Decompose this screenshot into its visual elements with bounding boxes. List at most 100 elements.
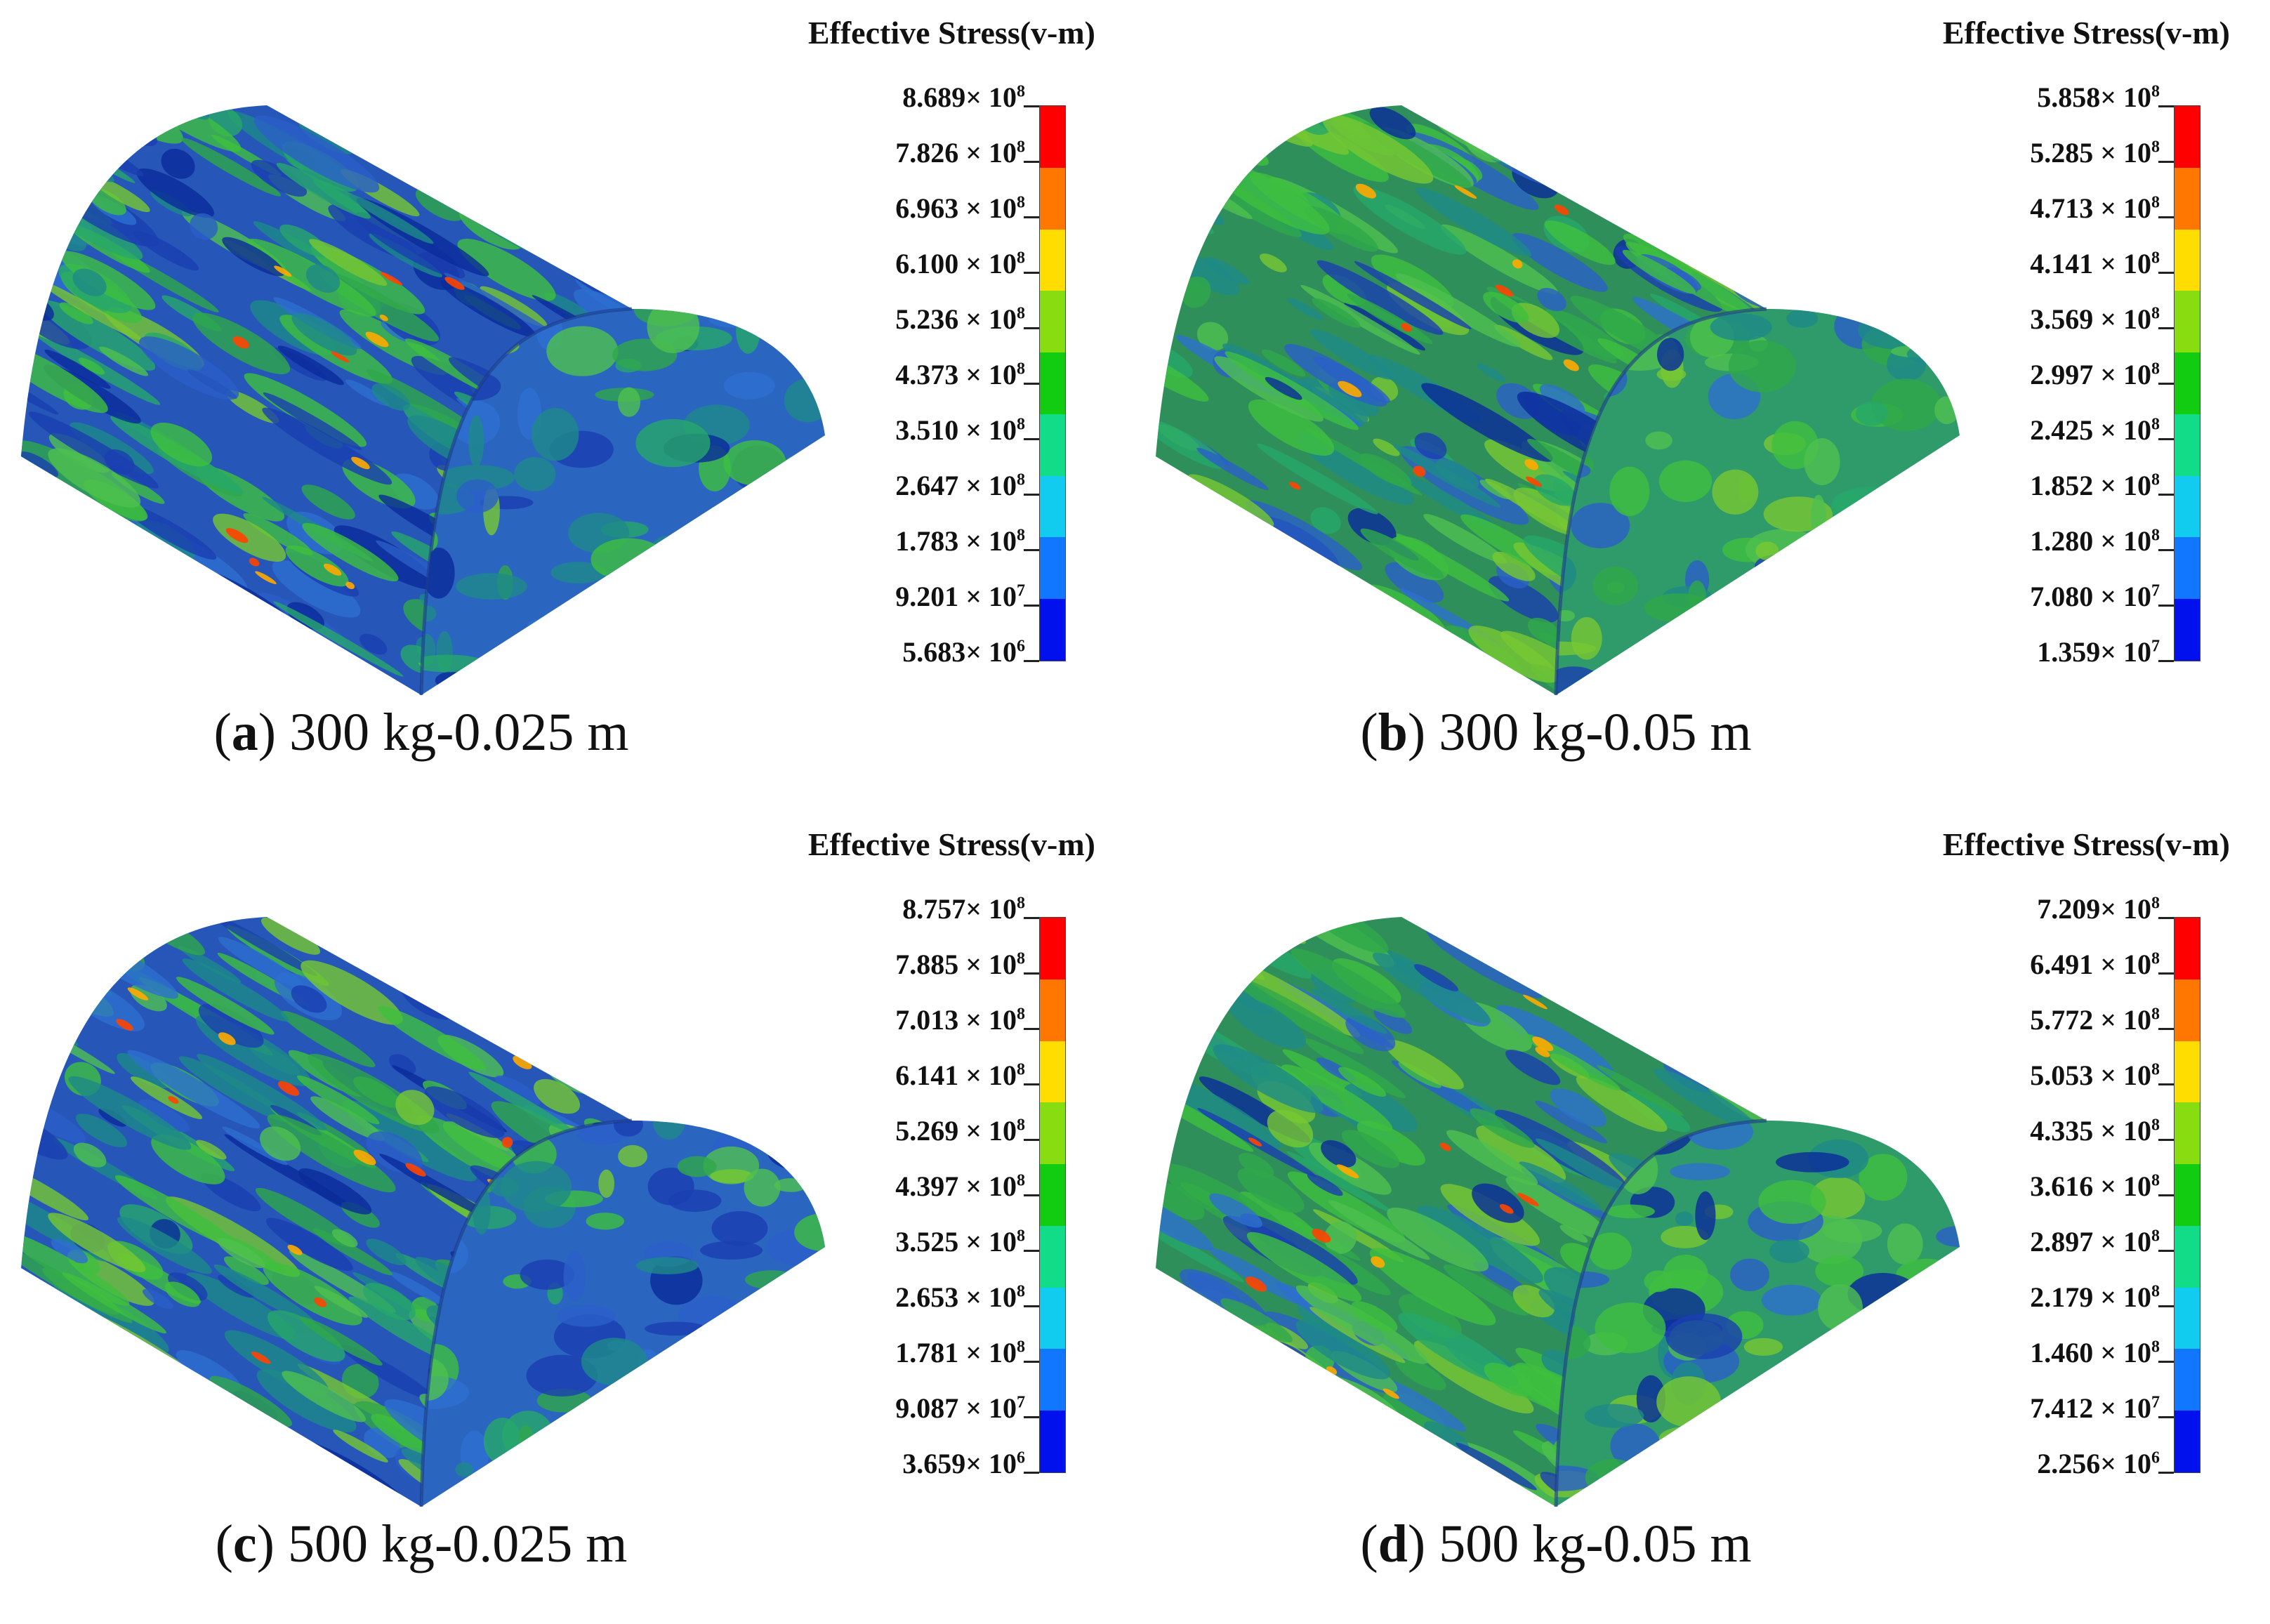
color-bar-segment	[1040, 1225, 1065, 1288]
colorbar-tick-label: 5.269 × 108	[895, 1115, 1025, 1147]
colorbar-tick-mark	[1024, 216, 1039, 218]
color-bar-segment	[2175, 229, 2200, 291]
colorbar-tick-mark	[1024, 327, 1039, 329]
color-bar-segment	[1040, 918, 1065, 979]
panel-caption: (b) 300 kg-0.05 m	[1360, 703, 1752, 762]
colorbar-tick-label: 7.080 × 107	[2030, 581, 2160, 612]
color-bar-segment	[1040, 352, 1065, 414]
colorbar-tick-mark	[2158, 327, 2174, 329]
color-bar-segment	[2175, 1287, 2200, 1349]
colorbar-tick-label: 6.141 × 108	[895, 1059, 1025, 1091]
color-bar-segment	[1040, 475, 1065, 538]
color-bar-segment	[1040, 1164, 1065, 1226]
panel-c: Effective Stress(v-m) 8.757× 108 7.885 × 1…	[0, 812, 1135, 1623]
colorbar-tick-label: 6.100 × 108	[895, 248, 1025, 279]
panel-caption: (d) 500 kg-0.05 m	[1360, 1514, 1752, 1573]
color-bar	[2174, 917, 2200, 1473]
color-bar-segment	[2175, 414, 2200, 476]
color-bar-segment	[1040, 1411, 1065, 1472]
colorbar-tick-mark	[1024, 494, 1039, 496]
colorbar-tick-mark	[2158, 438, 2174, 440]
color-bar-segment	[2175, 1411, 2200, 1472]
colorbar-tick-label: 5.236 × 108	[895, 303, 1025, 335]
colorbar-tick-mark	[1024, 1139, 1039, 1141]
colorbar-tick-label: 3.659× 106	[902, 1448, 1025, 1479]
colorbar-tick-mark	[2158, 161, 2174, 163]
color-bar-segment	[1040, 599, 1065, 661]
colorbar-tick-mark	[2158, 1305, 2174, 1307]
color-bar-segment	[1040, 106, 1065, 168]
colorbar-tick-label: 4.397 × 108	[895, 1170, 1025, 1202]
panel-a: Effective Stress(v-m) 8.689× 108 7.826 × 1…	[0, 0, 1135, 812]
color-bar-segment	[2175, 1102, 2200, 1165]
color-bar-segment	[1040, 979, 1065, 1041]
colorbar-tick-mark	[1024, 383, 1039, 385]
colorbar-tick-mark	[1024, 1028, 1039, 1030]
colorbar-tick-label: 7.412 × 107	[2030, 1392, 2160, 1424]
colorbar-tick-label: 4.335 × 108	[2030, 1115, 2160, 1147]
color-bar-segment	[1040, 229, 1065, 291]
color-bar-segment	[1040, 1102, 1065, 1165]
contour-model	[1156, 917, 1960, 1507]
colorbar-tick-mark	[1024, 105, 1039, 107]
colorbar-tick-label: 2.653 × 108	[895, 1281, 1025, 1313]
legend-title: Effective Stress(v-m)	[1942, 826, 2230, 862]
contour-model	[21, 105, 825, 696]
color-bar-segment	[2175, 1225, 2200, 1288]
colorbar-tick-mark	[1024, 1305, 1039, 1307]
colorbar-tick-mark	[1024, 1250, 1039, 1252]
colorbar-tick-mark	[1024, 972, 1039, 975]
colorbar-tick-label: 4.373 × 108	[895, 359, 1025, 390]
color-bar-segment	[2175, 979, 2200, 1041]
colorbar-tick-label: 5.683× 106	[902, 636, 1025, 668]
color-bar-segment	[1040, 537, 1065, 600]
colorbar-tick-mark	[2158, 105, 2174, 107]
colorbar-tick-label: 8.757× 108	[902, 893, 1025, 925]
panel-caption: (c) 500 kg-0.025 m	[215, 1514, 628, 1573]
colorbar-tick-label: 3.510 × 108	[895, 414, 1025, 446]
color-bar-segment	[1040, 167, 1065, 230]
colorbar-tick-label: 4.713 × 108	[2030, 192, 2160, 224]
colorbar-tick-mark	[2158, 1250, 2174, 1252]
colorbar-tick-label: 6.963 × 108	[895, 192, 1025, 224]
colorbar-tick-mark	[2158, 917, 2174, 919]
colorbar-tick-mark	[1024, 272, 1039, 274]
colorbar-tick-mark	[2158, 605, 2174, 607]
colorbar-tick-mark	[2158, 1472, 2174, 1474]
colorbar-tick-mark	[1024, 605, 1039, 607]
colorbar-tick-mark	[1024, 917, 1039, 919]
colorbar-tick-label: 2.425 × 108	[2030, 414, 2160, 446]
colorbar-tick-label: 5.772 × 108	[2030, 1004, 2160, 1036]
colorbar-tick-mark	[2158, 494, 2174, 496]
colorbar-tick-mark	[1024, 438, 1039, 440]
colorbar-tick-mark	[1024, 1194, 1039, 1196]
colorbar-tick-label: 9.087 × 107	[895, 1392, 1025, 1424]
color-bar	[2174, 105, 2200, 661]
colorbar-tick-label: 7.209× 108	[2037, 893, 2160, 925]
color-bar-segment	[1040, 1349, 1065, 1411]
contour-model	[21, 917, 825, 1507]
colorbar-tick-label: 9.201 × 107	[895, 581, 1025, 612]
colorbar-tick-label: 1.852 × 108	[2030, 470, 2160, 501]
colorbar-tick-label: 1.460 × 108	[2030, 1337, 2160, 1368]
color-bar-segment	[2175, 1164, 2200, 1226]
color-bar-segment	[2175, 537, 2200, 600]
panel-b: Effective Stress(v-m) 5.858× 108 5.285 × 1…	[1135, 0, 2269, 812]
colorbar-tick-label: 5.053 × 108	[2030, 1059, 2160, 1091]
colorbar-tick-label: 2.647 × 108	[895, 470, 1025, 501]
color-bar-segment	[2175, 291, 2200, 353]
color-bar-segment	[1040, 1287, 1065, 1349]
colorbar-tick-label: 1.359× 107	[2037, 636, 2160, 668]
colorbar-tick-label: 5.285 × 108	[2030, 137, 2160, 169]
color-bar-segment	[2175, 106, 2200, 168]
colorbar-tick-label: 5.858× 108	[2037, 81, 2160, 113]
colorbar-tick-label: 1.783 × 108	[895, 525, 1025, 557]
color-bar-segment	[2175, 1041, 2200, 1103]
colorbar-tick-label: 2.256× 106	[2037, 1448, 2160, 1479]
color-bar-segment	[2175, 599, 2200, 661]
colorbar-tick-label: 6.491 × 108	[2030, 949, 2160, 980]
colorbar-tick-mark	[1024, 1472, 1039, 1474]
colorbar-tick-label: 1.280 × 108	[2030, 525, 2160, 557]
colorbar-tick-mark	[2158, 272, 2174, 274]
color-bar-segment	[1040, 291, 1065, 353]
